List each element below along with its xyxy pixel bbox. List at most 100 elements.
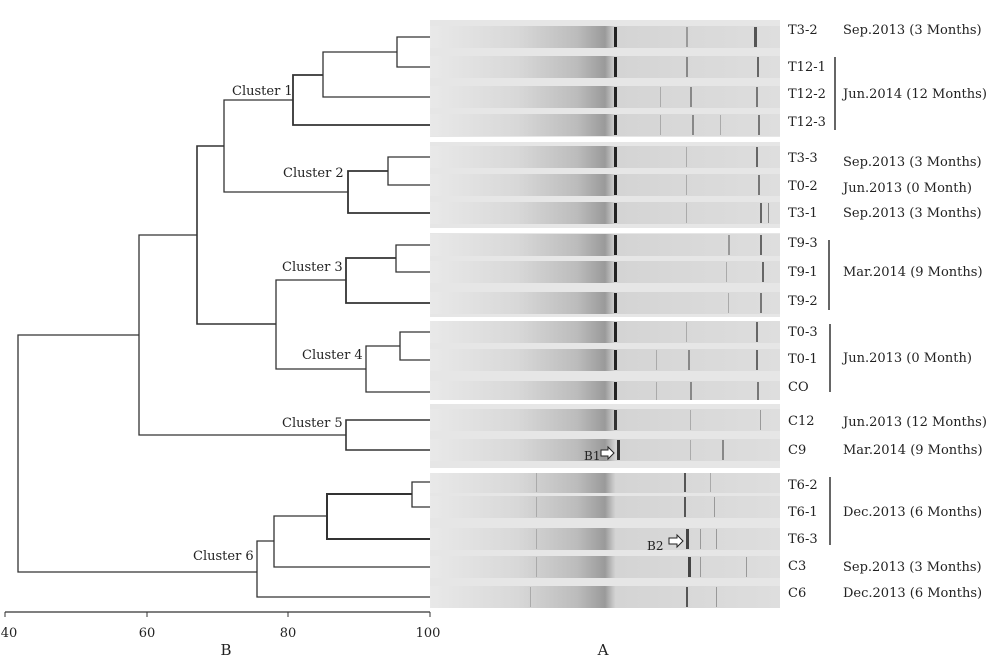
dendrogram-branch (256, 540, 430, 598)
cluster-label: Cluster 4 (302, 348, 363, 363)
gel-band (684, 497, 686, 517)
gel-lane (430, 202, 780, 224)
sampling-label: Sep.2013 (3 Months) (843, 560, 982, 575)
gel-band (700, 557, 701, 577)
cluster-label: Cluster 1 (232, 84, 293, 99)
cluster-label: Cluster 6 (193, 549, 254, 564)
axis-tick-label: 40 (1, 626, 18, 641)
dendrogram-branch (387, 156, 430, 186)
gel-band (660, 115, 661, 135)
gel-band (757, 57, 759, 77)
lane-label: CO (788, 380, 809, 395)
gel-band (700, 529, 701, 549)
dendrogram-branch (345, 419, 430, 451)
panel-label-a: A (597, 641, 609, 659)
gel-band (536, 472, 537, 492)
gel-band (760, 410, 761, 430)
lane-label: C9 (788, 443, 806, 458)
gel-lane (430, 586, 780, 608)
gel-band (688, 557, 691, 577)
gel-lane (430, 174, 780, 196)
gel-band (754, 27, 757, 47)
dendrogram-branch (365, 345, 430, 393)
lane-label: T12-1 (788, 60, 826, 75)
panel-label-b: B (220, 641, 231, 659)
similarity-axis: 40 60 80 100 (1, 611, 441, 641)
gel-lane (430, 528, 780, 550)
sampling-label: Sep.2013 (3 Months) (843, 23, 982, 38)
gel-lane (430, 409, 780, 431)
sampling-label: Dec.2013 (6 Months) (843, 586, 982, 601)
gel-separator (430, 400, 780, 404)
gel-band (760, 203, 762, 223)
gel-band (756, 322, 758, 342)
gel-band (536, 557, 537, 577)
gel-band (614, 27, 617, 47)
gel-band (614, 382, 617, 402)
axis-tick-label: 80 (280, 626, 297, 641)
gel-band (686, 322, 687, 342)
cluster-label: Cluster 5 (282, 416, 343, 431)
gel-band (614, 235, 617, 255)
gel-lane (430, 556, 780, 578)
gel-band (757, 382, 759, 402)
gel-band (536, 497, 537, 517)
gel-band (756, 87, 758, 107)
gel-band (614, 203, 617, 223)
axis-tick-label: 100 (416, 626, 441, 641)
gel-band (728, 235, 730, 255)
sampling-label: Jun.2013 (0 Month) (841, 181, 972, 196)
axis-tick-label: 60 (139, 626, 156, 641)
dendrogram-root (17, 334, 257, 573)
gel-lane (430, 234, 780, 256)
gel-band (720, 115, 721, 135)
gel-band (762, 262, 764, 282)
dendrogram (17, 36, 430, 598)
gel-band (614, 147, 617, 167)
sampling-label: Dec.2013 (6 Months) (843, 505, 982, 520)
sampling-label: Mar.2014 (9 Months) (843, 265, 983, 280)
gel-band (686, 529, 689, 549)
gel-separator (430, 137, 780, 142)
gel-lane (430, 146, 780, 168)
gel-band (614, 293, 617, 313)
group-brackets (828, 57, 836, 545)
lane-label: C6 (788, 586, 806, 601)
band-marker-label: B2 (647, 539, 663, 553)
gel-band (617, 440, 620, 460)
gel-band (716, 529, 717, 549)
band-marker-label: B1 (584, 449, 600, 463)
gel-band (690, 382, 692, 402)
dendrogram-branch (196, 145, 276, 325)
gel-band (714, 497, 715, 517)
gel-band (614, 87, 617, 107)
lane-label: C3 (788, 559, 806, 574)
gel-band (758, 115, 760, 135)
gel-band (758, 175, 760, 195)
lane-label: T3-2 (788, 23, 818, 38)
gel-band (688, 350, 690, 370)
lane-label: T3-3 (788, 151, 818, 166)
gel-band (726, 262, 727, 282)
gel-lane (430, 114, 780, 136)
sampling-label: Mar.2014 (9 Months) (843, 443, 983, 458)
dendrogram-branch (399, 331, 430, 361)
lane-label: T0-3 (788, 325, 818, 340)
gel-band (614, 57, 617, 77)
gel-panel (430, 20, 780, 608)
gel-band (760, 235, 762, 255)
gel-lane (430, 471, 780, 493)
cluster-label: Cluster 2 (283, 166, 344, 181)
lane-label: T3-1 (788, 206, 818, 221)
gel-band (614, 322, 617, 342)
gel-band (722, 440, 724, 460)
gel-lane (430, 349, 780, 371)
lane-label: C12 (788, 414, 815, 429)
lane-label: T6-2 (788, 478, 818, 493)
gel-band (768, 203, 769, 223)
gel-band (716, 587, 717, 607)
dendrogram-branch (411, 481, 430, 508)
gel-lane (430, 261, 780, 283)
lane-label: T9-1 (788, 265, 818, 280)
